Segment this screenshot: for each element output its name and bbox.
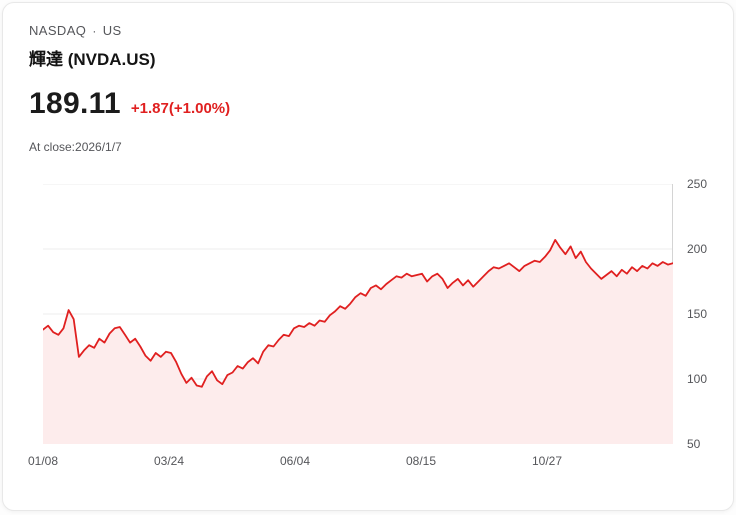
- x-axis-tick-label: 10/27: [531, 454, 563, 468]
- quote-header: NASDAQ · US 輝達 (NVDA.US) 189.11 +1.87(+1.0…: [3, 3, 733, 154]
- x-axis-tick-label: 03/24: [153, 454, 185, 468]
- plot-area[interactable]: [43, 184, 673, 444]
- price-change: +1.87(+1.00%): [130, 100, 231, 117]
- y-axis-tick-label: 100: [687, 372, 708, 386]
- x-axis-labels: 01/08 03/24 06/04 08/15 10/27: [28, 444, 673, 484]
- price-chart: 250 200 150 100 50 01/08 03/24 06/04 08/15 10/27: [3, 177, 733, 484]
- y-axis-tick-label: 150: [687, 307, 708, 321]
- exchange-label: NASDAQ: [29, 23, 87, 38]
- y-axis-tick-label: 200: [687, 242, 708, 256]
- last-price: 189.11: [29, 87, 121, 120]
- y-axis-labels: 250 200 150 100 50: [673, 177, 733, 451]
- price-row: 189.11 +1.87(+1.00%): [29, 87, 709, 121]
- price-area-chart: [43, 184, 673, 444]
- x-axis-tick-label: 01/08: [27, 454, 59, 468]
- separator-dot: ·: [92, 24, 97, 38]
- region-label: US: [102, 23, 122, 38]
- stock-title: 輝達 (NVDA.US): [29, 50, 156, 69]
- y-axis-tick-label: 50: [687, 437, 701, 451]
- as-of-label: At close:2026/1/7: [29, 140, 122, 154]
- x-axis-tick-label: 06/04: [279, 454, 311, 468]
- exchange-row: NASDAQ · US: [29, 23, 709, 38]
- x-axis-tick-label: 08/15: [405, 454, 437, 468]
- y-axis-tick-label: 250: [687, 177, 708, 191]
